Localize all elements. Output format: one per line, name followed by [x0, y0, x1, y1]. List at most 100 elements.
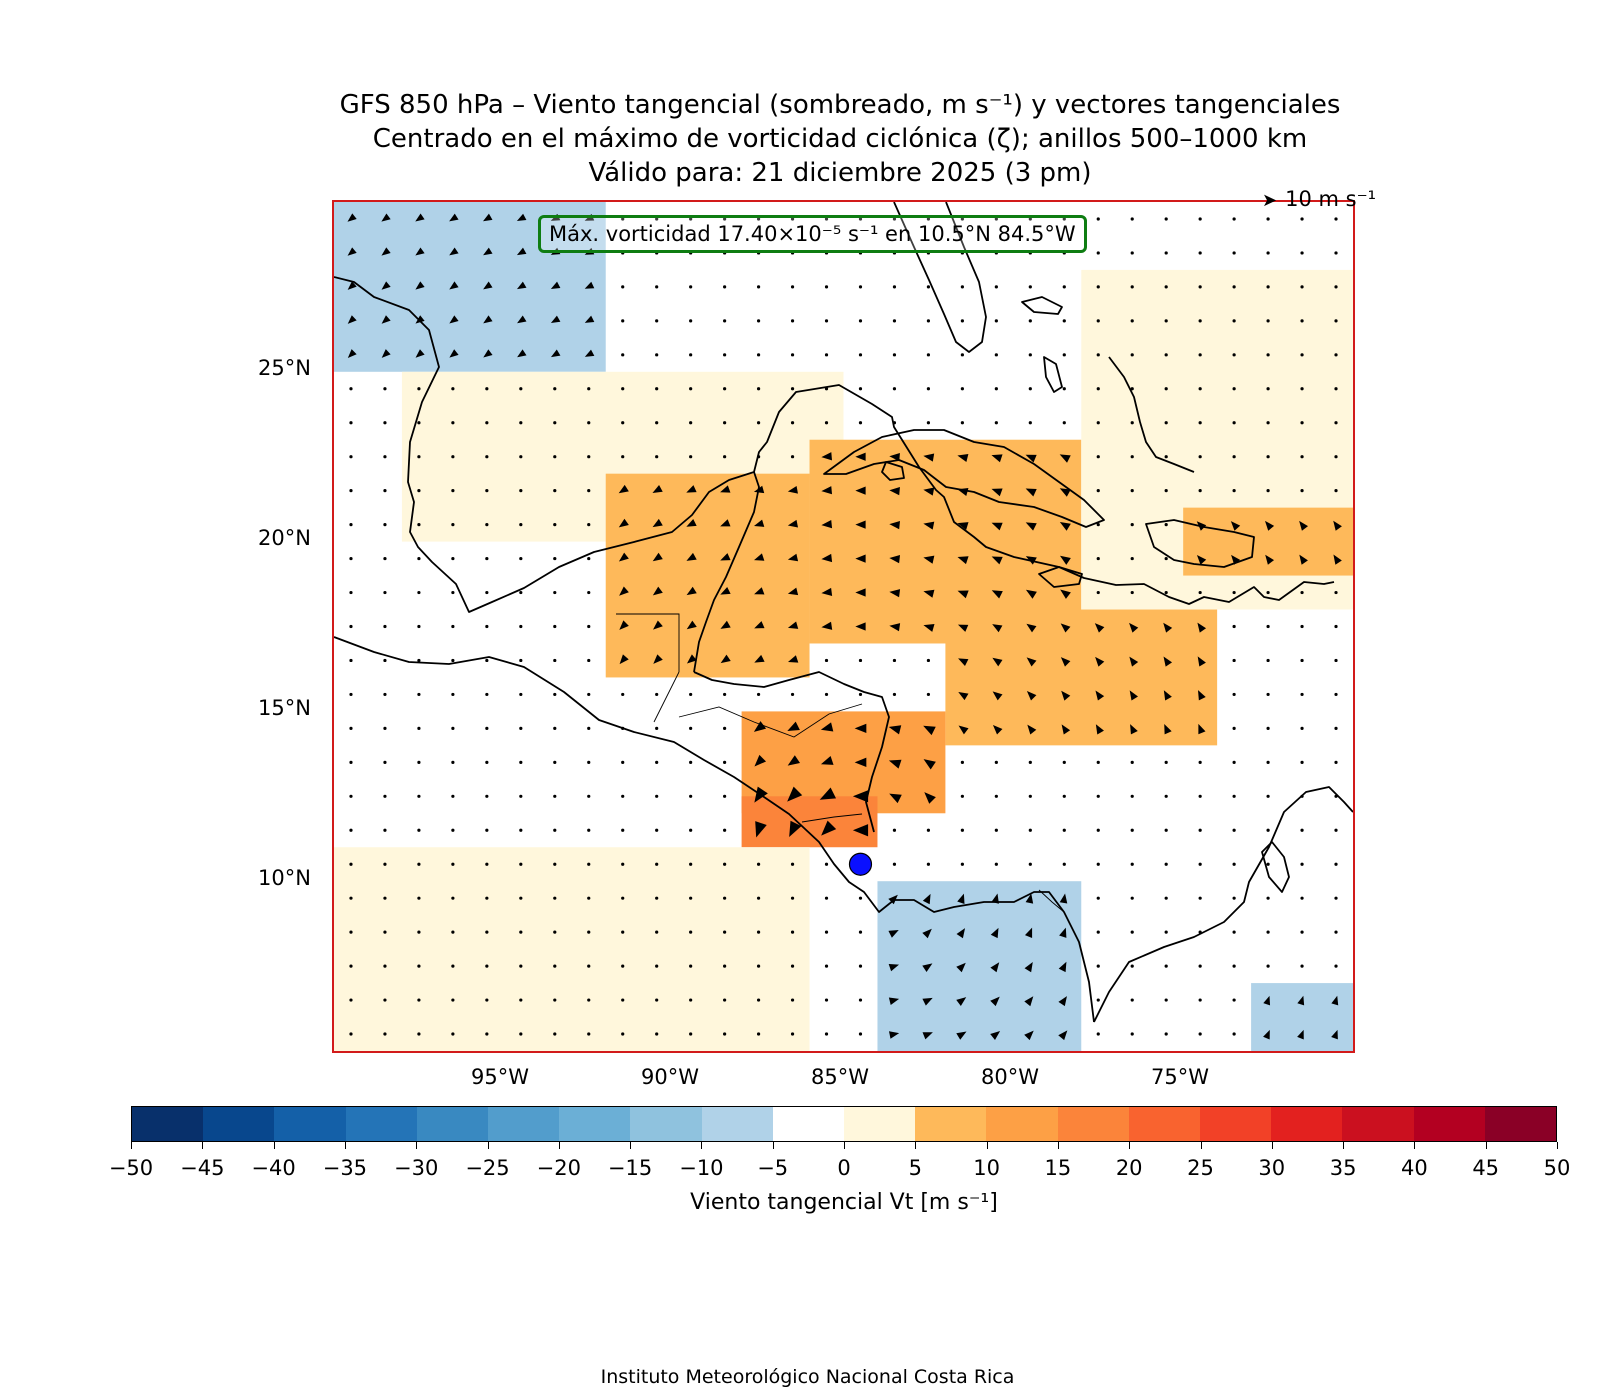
vector-arrow: [1163, 656, 1173, 667]
vector-arrow: [957, 453, 969, 462]
vector-arrow: [1196, 555, 1207, 565]
vector-dot: [790, 387, 795, 391]
vector-arrow: [1025, 556, 1037, 565]
vector-arrow: [1095, 656, 1105, 667]
vector-arrow: [888, 963, 900, 972]
vector-dot: [417, 998, 421, 1002]
reference-vector-label: 10 m s⁻¹: [1285, 187, 1377, 211]
colorbar-tick-label: 20: [1115, 1156, 1143, 1180]
vector-dot: [383, 1032, 387, 1036]
vector-dot: [451, 455, 455, 459]
vector-dot: [519, 930, 523, 934]
vector-dot: [587, 828, 591, 832]
vector-dot: [1028, 285, 1032, 289]
vector-dot: [926, 828, 931, 832]
vector-dot: [994, 217, 998, 221]
vector-dot: [689, 964, 693, 968]
colorbar-tick-label: 40: [1401, 1156, 1428, 1180]
vector-dot: [655, 353, 659, 357]
vector-arrow: [415, 349, 425, 358]
vector-dot: [858, 217, 863, 221]
vector-dot: [451, 726, 455, 730]
vector-dot: [1232, 964, 1236, 968]
vector-dot: [519, 794, 523, 798]
colorbar-tick: [1557, 1142, 1558, 1149]
vector-arrow: [415, 213, 425, 222]
vector-arrow: [889, 623, 901, 632]
vector-dot: [1300, 353, 1304, 357]
vector-arrow: [957, 488, 969, 496]
vector-dot: [553, 590, 557, 595]
vector-dot: [553, 489, 557, 493]
vector-arrow: [957, 556, 969, 565]
vector-dot: [553, 658, 557, 663]
coastline-bahamas-north: [1021, 296, 1063, 315]
vector-dot: [1232, 692, 1236, 697]
vector-dot: [417, 387, 421, 391]
vector-arrow: [652, 552, 663, 562]
vector-dot: [519, 964, 523, 968]
vector-dot: [1164, 998, 1168, 1002]
vector-dot: [1062, 285, 1066, 289]
vector-dot: [587, 590, 591, 595]
vector-arrow: [787, 486, 798, 494]
vector-dot: [1232, 930, 1236, 934]
vector-dot: [689, 998, 693, 1002]
vector-dot: [1266, 930, 1270, 934]
vector-dot: [553, 1032, 557, 1036]
vector-dot: [689, 896, 693, 900]
vector-dot: [383, 489, 387, 493]
vector-dot: [1198, 319, 1202, 323]
colorbar-tick-label: −25: [465, 1156, 510, 1180]
vector-dot: [1300, 930, 1304, 934]
vector-dot: [756, 353, 761, 357]
vector-dot: [587, 998, 591, 1002]
vector-dot: [383, 455, 387, 459]
vector-dot: [1266, 760, 1270, 764]
vector-arrow: [550, 315, 561, 324]
vector-dot: [383, 624, 387, 629]
vector-dot: [621, 1032, 625, 1036]
vector-arrow: [1059, 927, 1067, 938]
vector-dot: [1130, 930, 1134, 934]
vector-arrow: [889, 453, 900, 462]
vector-dot: [451, 523, 455, 527]
vector-dot: [1266, 726, 1270, 730]
vector-dot: [621, 455, 625, 459]
vector-dot: [417, 930, 421, 934]
colorbar-segment: [1484, 1107, 1557, 1141]
vector-dot: [1232, 896, 1236, 900]
colorbar-tick: [701, 1142, 703, 1149]
vector-dot: [1096, 387, 1100, 391]
vector-dot: [655, 862, 659, 866]
vector-dot: [1232, 862, 1236, 866]
vector-dot: [417, 760, 421, 764]
vector-dot: [1266, 251, 1270, 255]
vector-arrow: [753, 519, 765, 527]
vector-dot: [1334, 590, 1338, 595]
vector-arrow: [653, 654, 663, 664]
vector-arrow: [1297, 1029, 1304, 1040]
colorbar-tick-label: 10: [973, 1156, 1000, 1180]
vector-arrow: [653, 620, 663, 630]
vector-dot: [960, 760, 964, 764]
vector-dot: [485, 828, 489, 832]
vector-dot: [1096, 251, 1100, 255]
vector-arrow: [888, 759, 902, 769]
vector-dot: [655, 760, 659, 764]
vector-dot: [485, 590, 489, 595]
vector-dot: [1266, 489, 1270, 493]
vector-dot: [926, 353, 931, 357]
vector-dot: [689, 1032, 693, 1036]
vector-arrow: [449, 315, 459, 324]
vector-arrow: [1163, 622, 1173, 633]
vector-dot: [1334, 862, 1338, 866]
vector-arrow: [449, 281, 459, 290]
vector-dot: [655, 692, 659, 697]
vector-dot: [383, 862, 387, 866]
vector-dot: [790, 319, 795, 323]
vector-dot: [1164, 964, 1168, 968]
vector-arrow: [889, 793, 902, 804]
vector-dot: [723, 353, 727, 357]
colorbar-segment: [986, 1107, 1058, 1141]
